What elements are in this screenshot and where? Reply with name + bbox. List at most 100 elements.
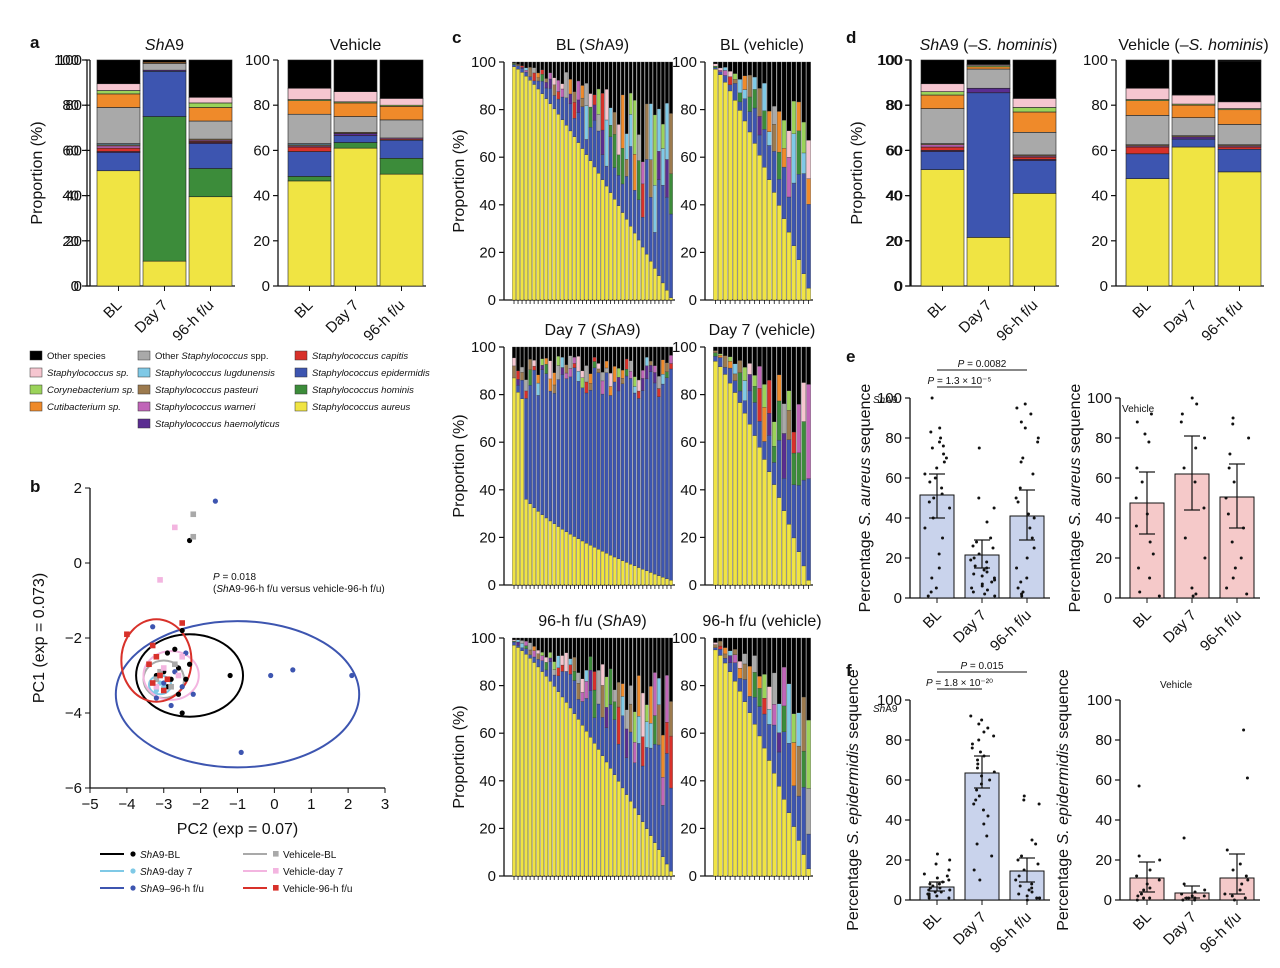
data-point: [923, 526, 927, 530]
data-point: [1231, 416, 1235, 420]
bar-segment-pasteuri: [528, 649, 532, 655]
data-point: [973, 564, 977, 568]
bar-segment-epidermidis: [536, 395, 540, 512]
bar-segment-hominis: [572, 671, 577, 681]
bar-segment-hominis: [612, 134, 617, 168]
y-tick-label: 100: [878, 52, 903, 69]
y-tick-label: 60: [680, 725, 697, 742]
bar-segment-other_species: [757, 346, 762, 367]
bar-segment-other_species: [604, 61, 609, 90]
bar-segment-other_staph: [287, 113, 332, 144]
y-tick-label: 60: [885, 470, 902, 487]
bar-segment-epidermidis: [796, 174, 801, 260]
bar-segment-other_species: [333, 59, 378, 92]
bar-segment-aureus: [624, 794, 629, 877]
bar-segment-epidermidis: [628, 146, 633, 227]
data-point: [983, 592, 987, 596]
bar-segment-epidermidis: [649, 371, 653, 573]
bar-segment-pasteuri: [588, 383, 593, 391]
bar-segment-other_species: [781, 637, 787, 668]
data-point: [985, 588, 989, 592]
annotation-comparison: (ShA9-96-h f/u versus vehicle-96-h f/u): [213, 584, 385, 595]
bar-segment-other_species: [604, 346, 609, 362]
bar-segment-other_species: [796, 637, 801, 713]
y-tick-label: 20: [885, 550, 902, 567]
bar-segment-epidermidis: [737, 390, 743, 403]
bar-segment-other_species: [661, 61, 665, 125]
y-tick-label: 100: [877, 390, 902, 407]
bar-segment-epidermidis: [624, 375, 629, 563]
bar-segment-lugdunensis: [584, 669, 589, 682]
bar-segment-cuti: [806, 178, 811, 205]
bar-segment-aureus: [287, 180, 332, 287]
data-point: [1151, 552, 1155, 556]
bar-segment-warneri: [718, 70, 723, 72]
bar-segment-aureus: [742, 120, 748, 301]
bar-segment-epidermidis: [532, 369, 536, 508]
bar-segment-capitis: [641, 736, 645, 767]
bar-segment-other_species: [560, 346, 565, 358]
bar-segment-lugdunensis: [653, 185, 657, 233]
bar-segment-lugdunensis: [576, 371, 581, 382]
bar-segment-other_species: [665, 637, 669, 676]
y-tick-label: 20: [680, 529, 697, 546]
y-tick-label: 100: [57, 52, 82, 69]
legend-swatch-cuti: [29, 401, 43, 412]
bar-segment-aureus: [637, 239, 641, 301]
bar-segment-epidermidis: [540, 660, 544, 672]
bar-segment-other_species: [920, 59, 965, 85]
bar-segment-staph_sp: [747, 363, 752, 375]
data-point: [988, 778, 992, 782]
bar-segment-other_species: [624, 637, 629, 710]
bar-segment-aureus: [781, 218, 787, 301]
bar-segment-coryne: [596, 88, 601, 115]
bar-segment-warneri: [572, 356, 577, 364]
data-point: [993, 578, 997, 582]
bar-segment-cuti: [920, 94, 965, 109]
bar-segment-epidermidis: [287, 151, 332, 177]
legend-label: Other Staphylococcus spp.: [155, 351, 269, 362]
bar-segment-other_species: [732, 637, 738, 650]
subplot-title: Day 7 (vehicle): [709, 322, 816, 339]
bar-segment-other_staph: [628, 360, 633, 372]
subplot-title: BL (ShA9): [556, 37, 629, 54]
subplot-title: ShA9: [145, 37, 184, 54]
y-tick-label: 40: [65, 188, 82, 205]
bar-segment-other_species: [532, 61, 536, 68]
bar-segment-other_species: [612, 61, 617, 113]
data-point: [1036, 436, 1040, 440]
bar-segment-other_species: [806, 637, 811, 721]
bar-segment-epidermidis: [188, 143, 233, 169]
bar-segment-epidermidis: [633, 392, 637, 566]
bar-segment-pasteuri: [649, 360, 653, 366]
bar-segment-epidermidis: [604, 372, 609, 554]
bar-segment-aureus: [742, 412, 748, 586]
y-tick-label: 60: [885, 772, 902, 789]
bar-segment-aureus: [781, 799, 787, 877]
legend-label: Staphylococcus lugdunensis: [155, 368, 275, 379]
data-point: [1238, 862, 1242, 866]
bar-segment-epidermidis: [732, 83, 738, 101]
y-tick-label: 2: [74, 480, 82, 497]
bar-segment-aureus: [572, 713, 577, 877]
bar-segment-cuti: [781, 148, 787, 168]
data-point: [1190, 396, 1194, 400]
bar-segment-aureus: [806, 580, 811, 586]
bar-segment-lugdunensis: [516, 639, 520, 643]
bar-segment-capitis: [556, 91, 561, 100]
bar-segment-epidermidis: [806, 833, 811, 870]
bar-segment-hominis: [801, 750, 806, 788]
bar-segment-aureus: [669, 580, 673, 586]
bar-segment-hominis: [637, 160, 641, 200]
bar-segment-aureus: [767, 760, 772, 877]
bar-segment-other_species: [742, 61, 748, 76]
bar-segment-capitis: [920, 146, 965, 151]
scatter-point: [153, 683, 160, 690]
legend-label: Staphylococcus warneri: [155, 402, 256, 413]
bar-segment-aureus: [653, 573, 657, 586]
bar-segment-other_species: [757, 61, 762, 89]
scatter-point: [149, 642, 156, 649]
y-tick-label: 100: [672, 630, 697, 647]
x-tick-label: BL: [291, 297, 316, 322]
bar-segment-lugdunensis: [737, 79, 743, 94]
